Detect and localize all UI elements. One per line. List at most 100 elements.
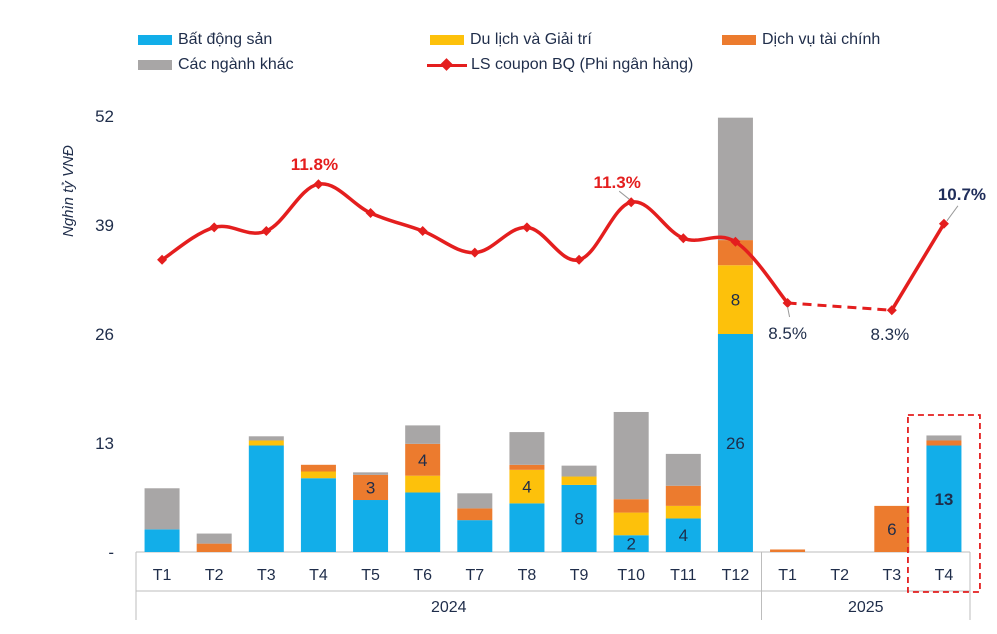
line-point-marker xyxy=(678,233,689,244)
bar-value-label: 3 xyxy=(366,478,375,497)
bar-segment xyxy=(770,549,806,552)
line-point-marker xyxy=(313,179,324,190)
bar-segment xyxy=(248,440,284,446)
bar-segment xyxy=(717,117,753,241)
legend-line-swatch xyxy=(427,58,467,72)
bar-segment xyxy=(717,334,753,552)
bar-segment xyxy=(613,512,649,536)
x-tick-label: T9 xyxy=(570,567,589,584)
bar-segment xyxy=(665,485,701,506)
line-point-marker xyxy=(782,298,793,308)
bar-segment xyxy=(926,445,962,552)
line-point-marker xyxy=(417,226,428,236)
bar-segment xyxy=(613,499,649,513)
bar-value-label: 4 xyxy=(522,478,531,497)
legend-label: LS coupon BQ (Phi ngân hàng) xyxy=(471,56,694,73)
x-tick-label: T12 xyxy=(722,567,750,584)
bar-value-label: 8 xyxy=(731,291,740,310)
bar-segment xyxy=(509,464,545,470)
legend-label: Du lịch và Giải trí xyxy=(470,31,592,48)
bar-segment xyxy=(665,505,701,519)
line-value-label: 10.7% xyxy=(938,185,986,204)
bar-segment xyxy=(353,472,389,475)
legend-swatch xyxy=(138,60,172,70)
bar-value-label: 4 xyxy=(679,526,688,545)
line-series-solid-2025 xyxy=(890,222,946,312)
bar-segment xyxy=(717,265,753,334)
x-tick-label: T10 xyxy=(617,567,645,584)
bar-segment xyxy=(457,508,493,521)
bar-segment xyxy=(926,440,962,446)
bar-segment xyxy=(509,432,545,465)
line-point-marker xyxy=(521,222,532,233)
legend-item-ls-coupon: LS coupon BQ (Phi ngân hàng) xyxy=(427,56,693,74)
bar-value-label: 6 xyxy=(887,520,896,539)
x-tick-label: T4 xyxy=(309,567,328,584)
x-tick-label: T1 xyxy=(153,567,172,584)
bar-value-label: 4 xyxy=(418,451,427,470)
highlight-box xyxy=(907,414,981,593)
bar-segment xyxy=(457,493,493,509)
bar-segment xyxy=(144,529,180,552)
bar-segment xyxy=(926,435,962,441)
bar-segment xyxy=(196,533,232,544)
y-tick-label: 26 xyxy=(95,325,114,344)
line-series-dashed xyxy=(787,301,892,312)
bar-segment xyxy=(665,453,701,486)
line-value-label: 8.5% xyxy=(768,324,807,343)
y-tick-label: 52 xyxy=(95,107,114,126)
leader-line xyxy=(946,205,959,222)
legend-item-bat-dong-san: Bất động sản xyxy=(138,31,272,49)
line-point-marker xyxy=(626,197,637,208)
line-point-marker xyxy=(209,222,220,233)
legend-swatch xyxy=(722,35,756,45)
leader-line xyxy=(618,190,630,200)
year-group-label: 2025 xyxy=(848,599,884,616)
x-tick-label: T8 xyxy=(518,567,537,584)
leader-line xyxy=(787,306,791,318)
legend-item-cac-nganh-khac: Các ngành khác xyxy=(138,56,294,74)
line-point-marker xyxy=(886,305,897,316)
x-tick-label: T1 xyxy=(778,567,797,584)
bar-segment xyxy=(457,520,493,552)
x-tick-label: T2 xyxy=(830,567,849,584)
bar-segment xyxy=(248,436,284,441)
line-value-label: 11.8% xyxy=(291,155,338,174)
x-tick-label: T3 xyxy=(882,567,901,584)
line-series-solid xyxy=(161,182,789,305)
bar-segment xyxy=(300,464,336,472)
bar-segment xyxy=(353,474,389,501)
x-tick-label: T7 xyxy=(465,567,484,584)
x-tick-label: T3 xyxy=(257,567,276,584)
bar-segment xyxy=(300,478,336,552)
bar-segment xyxy=(561,476,597,485)
bar-value-label: 2 xyxy=(626,535,635,554)
legend-item-dich-vu-tai-chinh: Dịch vụ tài chính xyxy=(722,31,880,49)
bar-segment xyxy=(874,505,910,552)
bar-segment xyxy=(405,475,441,493)
line-point-marker xyxy=(730,236,741,247)
x-tick-label: T5 xyxy=(361,567,380,584)
x-tick-label: T6 xyxy=(413,567,432,584)
line-value-label: 8.3% xyxy=(870,325,909,344)
legend-swatch xyxy=(138,35,172,45)
bar-segment xyxy=(613,411,649,500)
y-tick-label: - xyxy=(108,543,114,562)
legend-swatch xyxy=(430,35,464,45)
bar-segment xyxy=(353,500,389,552)
line-point-marker xyxy=(157,254,168,265)
line-point-marker xyxy=(469,247,480,258)
bar-value-label: 26 xyxy=(726,434,745,453)
bar-segment xyxy=(561,465,597,477)
y-tick-label: 13 xyxy=(95,434,114,453)
bar-segment xyxy=(665,518,701,552)
bar-segment xyxy=(405,492,441,552)
line-value-label: 11.3% xyxy=(594,173,641,192)
bar-value-label: 8 xyxy=(574,509,583,528)
x-tick-label: T4 xyxy=(935,567,954,584)
line-point-marker xyxy=(574,254,585,265)
bar-segment xyxy=(613,535,649,552)
year-group-label: 2024 xyxy=(431,599,467,616)
line-point-marker xyxy=(938,218,949,229)
